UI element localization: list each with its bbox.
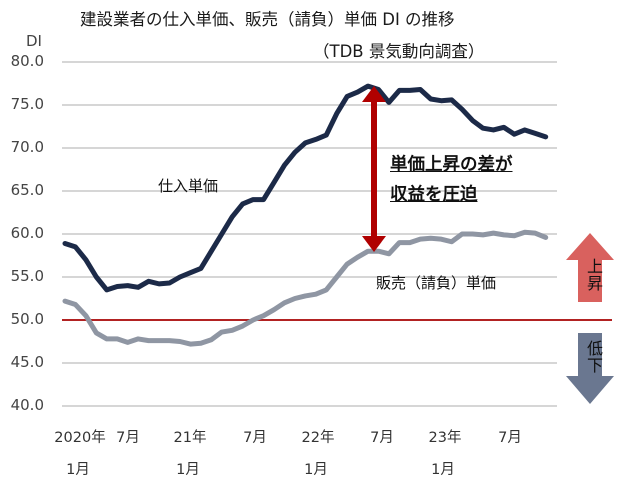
x-tick-label: 7月 <box>243 430 267 446</box>
y-tick-label: 80.0 <box>10 52 44 70</box>
x-tick-label: 7月 <box>370 430 394 446</box>
x-tick-label: 7月 <box>116 430 140 446</box>
x-tick-label: 7月 <box>498 430 522 446</box>
x-tick-label: 2020年 <box>54 430 106 446</box>
y-tick-label: 60.0 <box>10 224 44 242</box>
series-label-purchase-price: 仕入単価 <box>158 177 219 195</box>
y-tick-label: 45.0 <box>10 353 44 371</box>
y-tick-label: 65.0 <box>10 181 44 199</box>
x-tick-sublabel: 1月 <box>176 462 200 478</box>
x-tick-label: 21年 <box>173 430 207 446</box>
chart-subtitle: （TDB 景気動向調査） <box>313 42 485 61</box>
series-label-sales-price: 販売（請負）単価 <box>376 274 497 292</box>
y-tick-label: 75.0 <box>10 95 44 113</box>
up-label: 上昇 <box>584 258 603 292</box>
series-sales-price-line <box>62 229 549 347</box>
y-axis-label: DI <box>26 32 42 50</box>
chart-title: 建設業者の仕入単価、販売（請負）単価 DI の推移 <box>80 10 455 29</box>
series-purchase-price-line <box>62 83 549 293</box>
x-tick-sublabel: 1月 <box>66 462 90 478</box>
y-tick-label: 40.0 <box>10 396 44 414</box>
up-arrow-icon <box>566 233 614 302</box>
down-label: 低下 <box>584 340 603 374</box>
x-tick-label: 22年 <box>301 430 335 446</box>
down-arrow-icon <box>566 333 614 404</box>
gap-annotation-line2: 収益を圧迫 <box>390 185 478 205</box>
x-tick-sublabel: 1月 <box>431 462 455 478</box>
gap-double-arrow-icon <box>362 86 386 252</box>
y-tick-label: 50.0 <box>10 310 44 328</box>
y-tick-label: 55.0 <box>10 267 44 285</box>
x-tick-label: 23年 <box>428 430 462 446</box>
x-tick-sublabel: 1月 <box>304 462 328 478</box>
gap-annotation-line1: 単価上昇の差が <box>390 155 513 175</box>
y-tick-label: 70.0 <box>10 138 44 156</box>
